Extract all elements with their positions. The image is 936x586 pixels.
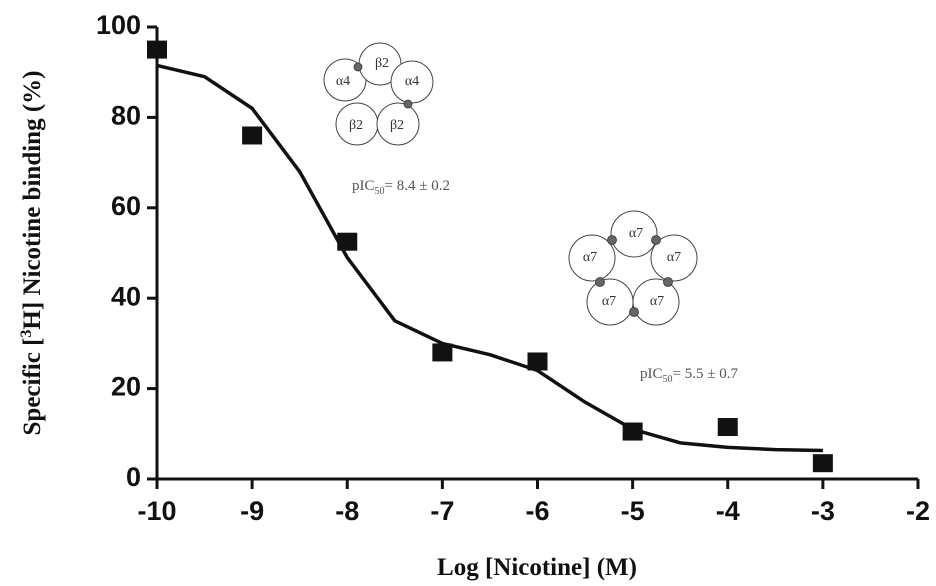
y-tick-label: 100 [96,10,141,40]
annotation: pIC50= 8.4 ± 0.2 [352,178,450,197]
diagram-labels: α4 β2 α4 β2 β2 α7 α7 α7 α7 α7 [336,56,681,309]
subunit-label: α4 [405,74,419,89]
x-tick-label: -9 [240,496,264,526]
annotation-sub: 50 [375,186,385,197]
data-point [812,454,833,473]
data-point [147,40,167,59]
y-title-part: Specific [ [19,338,46,436]
subunit-label: α7 [667,250,681,265]
x-tick-label: -3 [811,496,835,526]
x-tick-label: -5 [621,496,645,526]
receptor-a4b2 [323,42,434,146]
data-point [337,232,358,251]
subunit-label: α7 [629,226,643,241]
x-tick-label: -10 [137,496,176,526]
annotation-part: pIC [352,178,375,194]
x-axis-title: Log [Nicotine] (M) [437,554,637,581]
subunit-label: α7 [602,294,616,309]
subunit-label: β2 [375,56,389,71]
y-title-sup: 3 [18,330,35,338]
y-axis-title: Specific [3H] Nicotine binding (%) [18,71,46,436]
data-point [527,352,548,371]
x-tick-label: -6 [525,496,549,526]
y-tick-label: 80 [111,101,141,131]
data-point [432,343,453,362]
subunit-label: α4 [336,74,350,89]
receptor-a7 [568,210,698,326]
x-tick-label: -4 [716,496,740,526]
y-title-part: H] Nicotine binding (%) [19,71,46,330]
annotation-part: = 5.5 ± 0.7 [673,366,739,382]
y-tick-label: 0 [126,462,141,492]
x-tick-label: -8 [335,496,359,526]
subunit-label: α7 [583,250,597,265]
y-tick-label: 40 [111,281,141,311]
data-point [622,422,643,441]
x-tick-label: -2 [906,496,930,526]
data-point [242,126,263,145]
subunit-label: β2 [349,118,363,133]
annotation: pIC50= 5.5 ± 0.7 [640,366,738,385]
data-point [717,418,738,437]
annotation-part: pIC [640,366,663,382]
fit-curve [156,63,823,453]
subunit-label: β2 [390,118,404,133]
annotation-part: = 8.4 ± 0.2 [385,178,450,194]
annotation-sub: 50 [663,374,673,385]
y-tick-label: 20 [111,372,141,402]
y-tick-label: 60 [111,191,141,221]
x-tick-label: -7 [430,496,454,526]
subunit-label: α7 [650,294,664,309]
